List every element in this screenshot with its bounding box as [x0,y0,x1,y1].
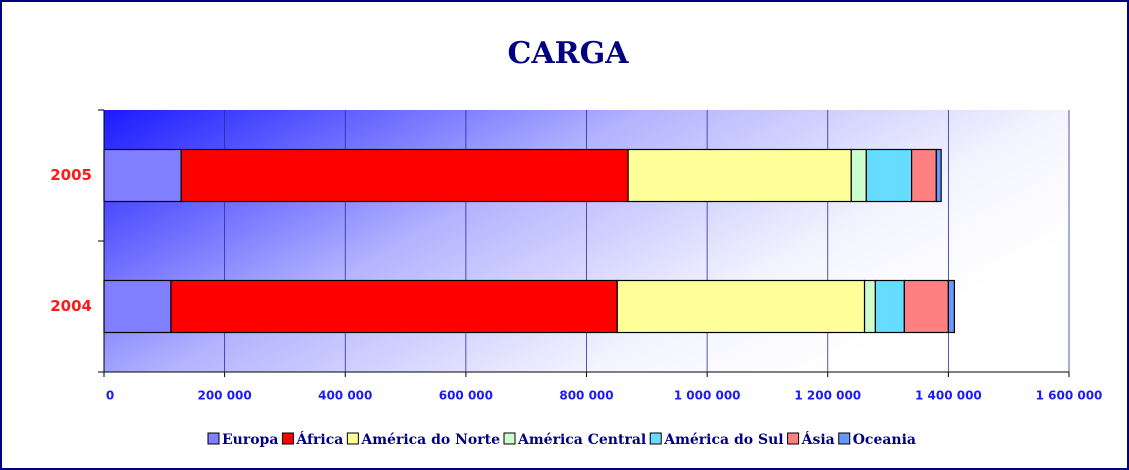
bar-segment [874,279,905,334]
legend-swatch [787,432,800,445]
legend-swatch [838,432,851,445]
legend-swatch [503,432,516,445]
x-tick-label: 200 000 [197,389,251,403]
bar-segment [627,148,852,203]
legend-swatch [649,432,662,445]
legend-label: Europa [222,432,278,448]
chart-title: CARGA [508,36,630,71]
bar-segment [865,148,913,203]
x-tick-label: 400 000 [318,389,372,403]
bar-segment [180,148,629,203]
x-tick-label: 1 400 000 [915,389,982,403]
legend-label: América do Sul [663,432,783,448]
bar-segment [103,279,172,334]
bar-segment [947,279,956,334]
bar-segment [863,279,876,334]
x-tick-label: 0 [106,389,114,403]
bar-segment [103,148,182,203]
bar-segment [935,148,942,203]
legend-label: América Central [517,432,646,448]
y-tick-label: 2004 [50,297,92,315]
x-tick-label: 1 200 000 [794,389,861,403]
legend-label: Ásia [801,430,835,448]
legend-label: Oceania [853,432,916,448]
x-tick-label: 800 000 [559,389,613,403]
legend-label: África [295,430,343,448]
y-tick-label: 2005 [50,166,92,184]
x-tick-label: 600 000 [439,389,493,403]
x-tick-label: 1 000 000 [674,389,741,403]
bar-segment [903,279,949,334]
bar-segment [616,279,866,334]
bar-segment [170,279,618,334]
legend-swatch [207,432,220,445]
bar-segment [910,148,937,203]
x-tick-label: 1 600 000 [1036,389,1103,403]
bar-segment [850,148,867,203]
legend-label: América do Norte [360,432,500,448]
legend-swatch [346,432,359,445]
legend-swatch [281,432,294,445]
